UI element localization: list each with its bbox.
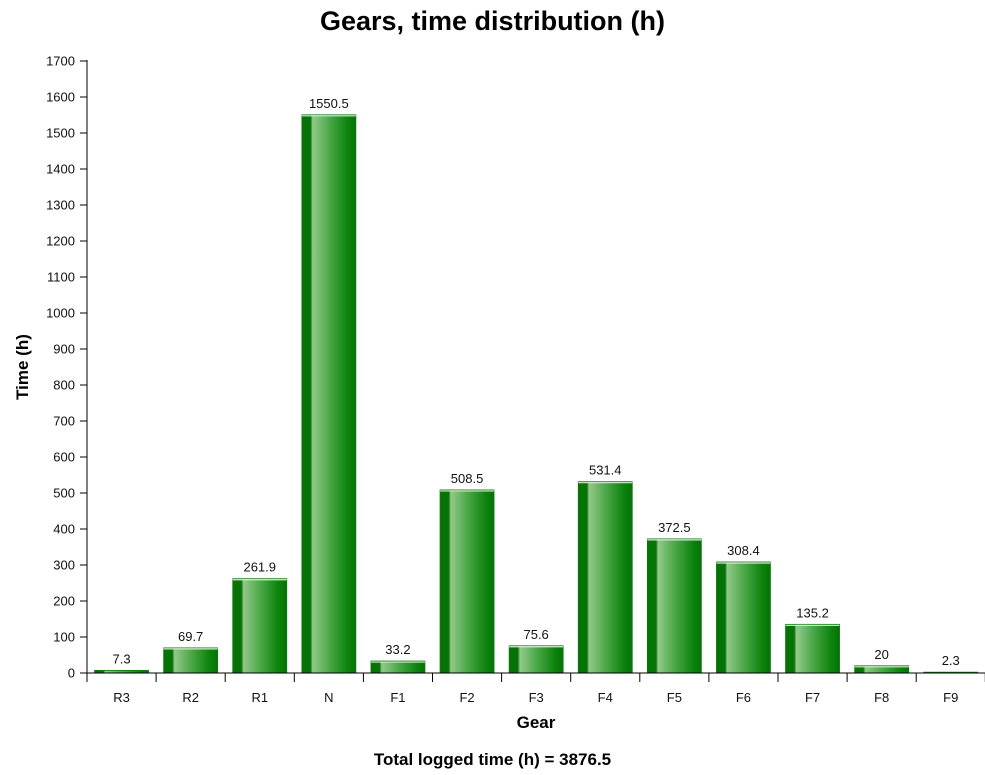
- y-tick-label: 1400: [46, 162, 75, 177]
- data-label: 372.5: [658, 520, 691, 535]
- bar-f1: [370, 660, 426, 674]
- data-label: 508.5: [451, 471, 484, 486]
- bar-f3: [508, 645, 564, 674]
- y-tick-label: 100: [53, 630, 75, 645]
- data-label: 135.2: [796, 605, 829, 620]
- y-tick-label: 1500: [46, 126, 75, 141]
- y-tick-label: 0: [68, 666, 75, 681]
- data-label: 2.3: [942, 653, 960, 668]
- x-tick-label: F7: [805, 690, 820, 705]
- bars-group: [94, 114, 979, 674]
- y-tick-label: 200: [53, 594, 75, 609]
- y-tick-label: 500: [53, 486, 75, 501]
- x-tick-label: F1: [390, 690, 405, 705]
- bar-f6: [716, 561, 771, 674]
- data-label: 261.9: [243, 560, 276, 575]
- y-tick-label: 1000: [46, 306, 75, 321]
- y-tick-label: 1700: [46, 54, 75, 69]
- bar-f2: [439, 489, 495, 674]
- y-tick-label: 1600: [46, 90, 75, 105]
- data-label: 33.2: [385, 642, 410, 657]
- bar-n: [301, 114, 357, 674]
- y-axis-title: Time (h): [13, 334, 32, 400]
- total-logged-time: Total logged time (h) = 3876.5: [373, 750, 612, 769]
- y-tick-label: 1200: [46, 234, 75, 249]
- y-tick-label: 1100: [47, 270, 75, 285]
- bar-r1: [232, 578, 288, 674]
- x-tick-label: N: [324, 690, 333, 705]
- y-tick-label: 700: [53, 414, 75, 429]
- x-axis-title: Gear: [517, 713, 556, 732]
- x-tick-label: F6: [736, 690, 751, 705]
- bar-f4: [577, 481, 633, 674]
- data-label: 7.3: [113, 651, 131, 666]
- y-axis: 0 100 200 300 400 500 600 700 800 900 1000 1100 1200…: [46, 54, 88, 681]
- bar-r2: [163, 647, 219, 674]
- bar-f5: [646, 538, 702, 674]
- y-tick-label: 300: [53, 558, 75, 573]
- data-label: 1550.5: [309, 96, 349, 111]
- y-tick-label: 400: [53, 522, 75, 537]
- data-label: 20: [874, 647, 888, 662]
- y-tick-label: 600: [53, 450, 75, 465]
- x-tick-label: F5: [667, 690, 682, 705]
- data-label: 308.4: [727, 543, 760, 558]
- data-label: 531.4: [589, 463, 622, 478]
- y-tick-label: 1300: [46, 198, 75, 213]
- x-tick-label: R1: [251, 690, 268, 705]
- x-tick-label: F2: [459, 690, 474, 705]
- x-tick-label: F8: [874, 690, 889, 705]
- x-tick-label: F4: [598, 690, 613, 705]
- x-tick-label: R3: [113, 690, 130, 705]
- x-tick-label: R2: [182, 690, 199, 705]
- x-tick-label: F3: [529, 690, 544, 705]
- y-tick-label: 800: [53, 378, 75, 393]
- chart-title: Gears, time distribution (h): [319, 6, 666, 36]
- x-axis: R3 R2 R1 N F1 F2 F3 F4 F5 F6 F7 F8 F9: [80, 672, 985, 705]
- data-label: 69.7: [178, 629, 203, 644]
- y-tick-label: 900: [53, 342, 75, 357]
- x-tick-label: F9: [943, 690, 958, 705]
- bar-f7: [785, 623, 840, 674]
- data-label: 75.6: [523, 627, 548, 642]
- data-labels-group: 7.3 69.7 261.9 1550.5 33.2 508.5 75.6 531.4 372.…: [113, 96, 960, 668]
